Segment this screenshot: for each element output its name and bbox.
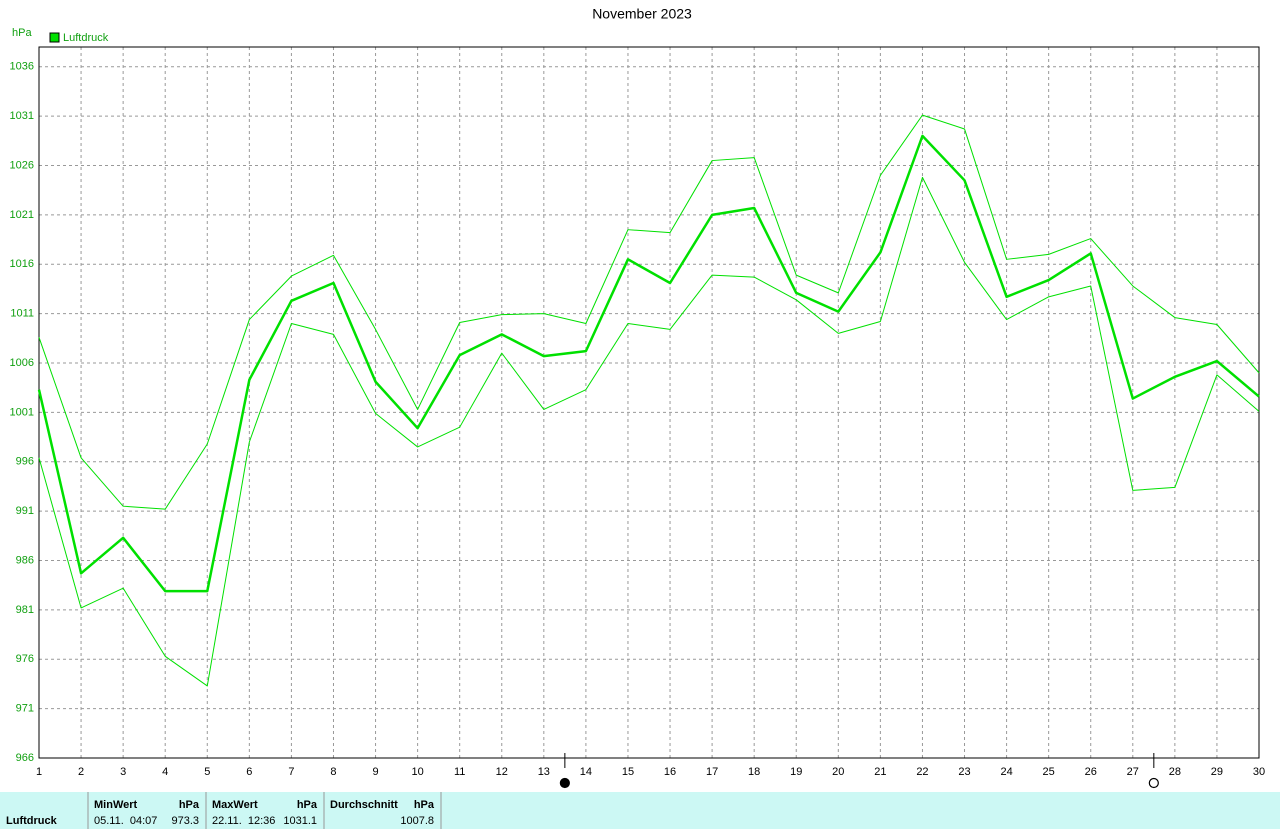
- y-tick-label: 981: [16, 604, 34, 616]
- y-tick-label: 1001: [10, 406, 34, 418]
- moon-marker: [559, 777, 570, 789]
- moon-marker: [1148, 777, 1159, 789]
- chart-title: November 2023: [592, 6, 692, 22]
- x-tick-label: 3: [120, 766, 126, 778]
- plot-frame: [38, 46, 1260, 759]
- x-tick-label: 16: [664, 766, 676, 778]
- x-tick-label: 9: [372, 766, 378, 778]
- y-tick-label: 1031: [10, 110, 34, 122]
- x-tick-label: 8: [330, 766, 336, 778]
- x-tick-label: 5: [204, 766, 210, 778]
- x-tick-label: 12: [496, 766, 508, 778]
- y-tick-label: 966: [16, 752, 34, 764]
- col-header: MaxWert: [212, 799, 258, 811]
- y-tick-label: 986: [16, 554, 34, 566]
- x-tick-label: 30: [1253, 766, 1265, 778]
- x-tick-label: 23: [958, 766, 970, 778]
- y-tick-label: 996: [16, 456, 34, 468]
- y-tick-label: 971: [16, 703, 34, 715]
- x-tick-label: 6: [246, 766, 252, 778]
- row-label: Luftdruck: [6, 815, 58, 827]
- y-tick-label: 1036: [10, 61, 34, 73]
- x-tick-label: 20: [832, 766, 844, 778]
- y-tick-label: 1026: [10, 159, 34, 171]
- value: 973.3: [171, 815, 199, 827]
- x-tick-label: 15: [622, 766, 634, 778]
- y-tick-label: 1016: [10, 258, 34, 270]
- x-tick-label: 26: [1085, 766, 1097, 778]
- y-tick-label: 1021: [10, 209, 34, 221]
- data-line: [37, 134, 1260, 593]
- x-tick-label: 4: [162, 766, 168, 778]
- legend-label: Luftdruck: [63, 32, 109, 44]
- x-tick-label: 28: [1169, 766, 1181, 778]
- col-unit: hPa: [414, 799, 435, 811]
- col-header: Durchschnitt: [330, 799, 398, 811]
- summary-table: Luftdruck MinWert hPa 05.11. 04:07 973.3…: [0, 792, 1280, 829]
- x-tick-label: 18: [748, 766, 760, 778]
- time: 05.11. 04:07: [94, 815, 157, 827]
- col-header: MinWert: [94, 799, 138, 811]
- legend-swatch: [49, 32, 60, 43]
- value: 1007.8: [400, 815, 434, 827]
- x-tick-label: 25: [1043, 766, 1055, 778]
- x-tick-label: 17: [706, 766, 718, 778]
- y-tick-label: 991: [16, 505, 34, 517]
- x-tick-label: 11: [454, 766, 465, 778]
- y-tick-label: 1011: [10, 308, 34, 320]
- x-tick-label: 19: [790, 766, 802, 778]
- data-line: [38, 114, 1260, 510]
- y-tick-label: 976: [16, 653, 34, 665]
- col-unit: hPa: [179, 799, 200, 811]
- data-line: [38, 176, 1260, 687]
- x-tick-label: 24: [1000, 766, 1012, 778]
- x-tick-label: 7: [288, 766, 294, 778]
- x-tick-label: 13: [538, 766, 550, 778]
- time: 22.11. 12:36: [212, 815, 275, 827]
- col-unit: hPa: [297, 799, 318, 811]
- table-background: [0, 792, 1280, 829]
- x-tick-label: 2: [78, 766, 84, 778]
- x-tick-label: 22: [916, 766, 928, 778]
- x-tick-label: 14: [580, 766, 592, 778]
- y-axis-label: hPa: [12, 27, 32, 39]
- value: 1031.1: [283, 815, 317, 827]
- x-tick-label: 21: [874, 766, 886, 778]
- y-tick-label: 1006: [10, 357, 34, 369]
- x-tick-label: 29: [1211, 766, 1223, 778]
- x-tick-label: 1: [36, 766, 42, 778]
- x-tick-label: 10: [411, 766, 423, 778]
- x-tick-label: 27: [1127, 766, 1139, 778]
